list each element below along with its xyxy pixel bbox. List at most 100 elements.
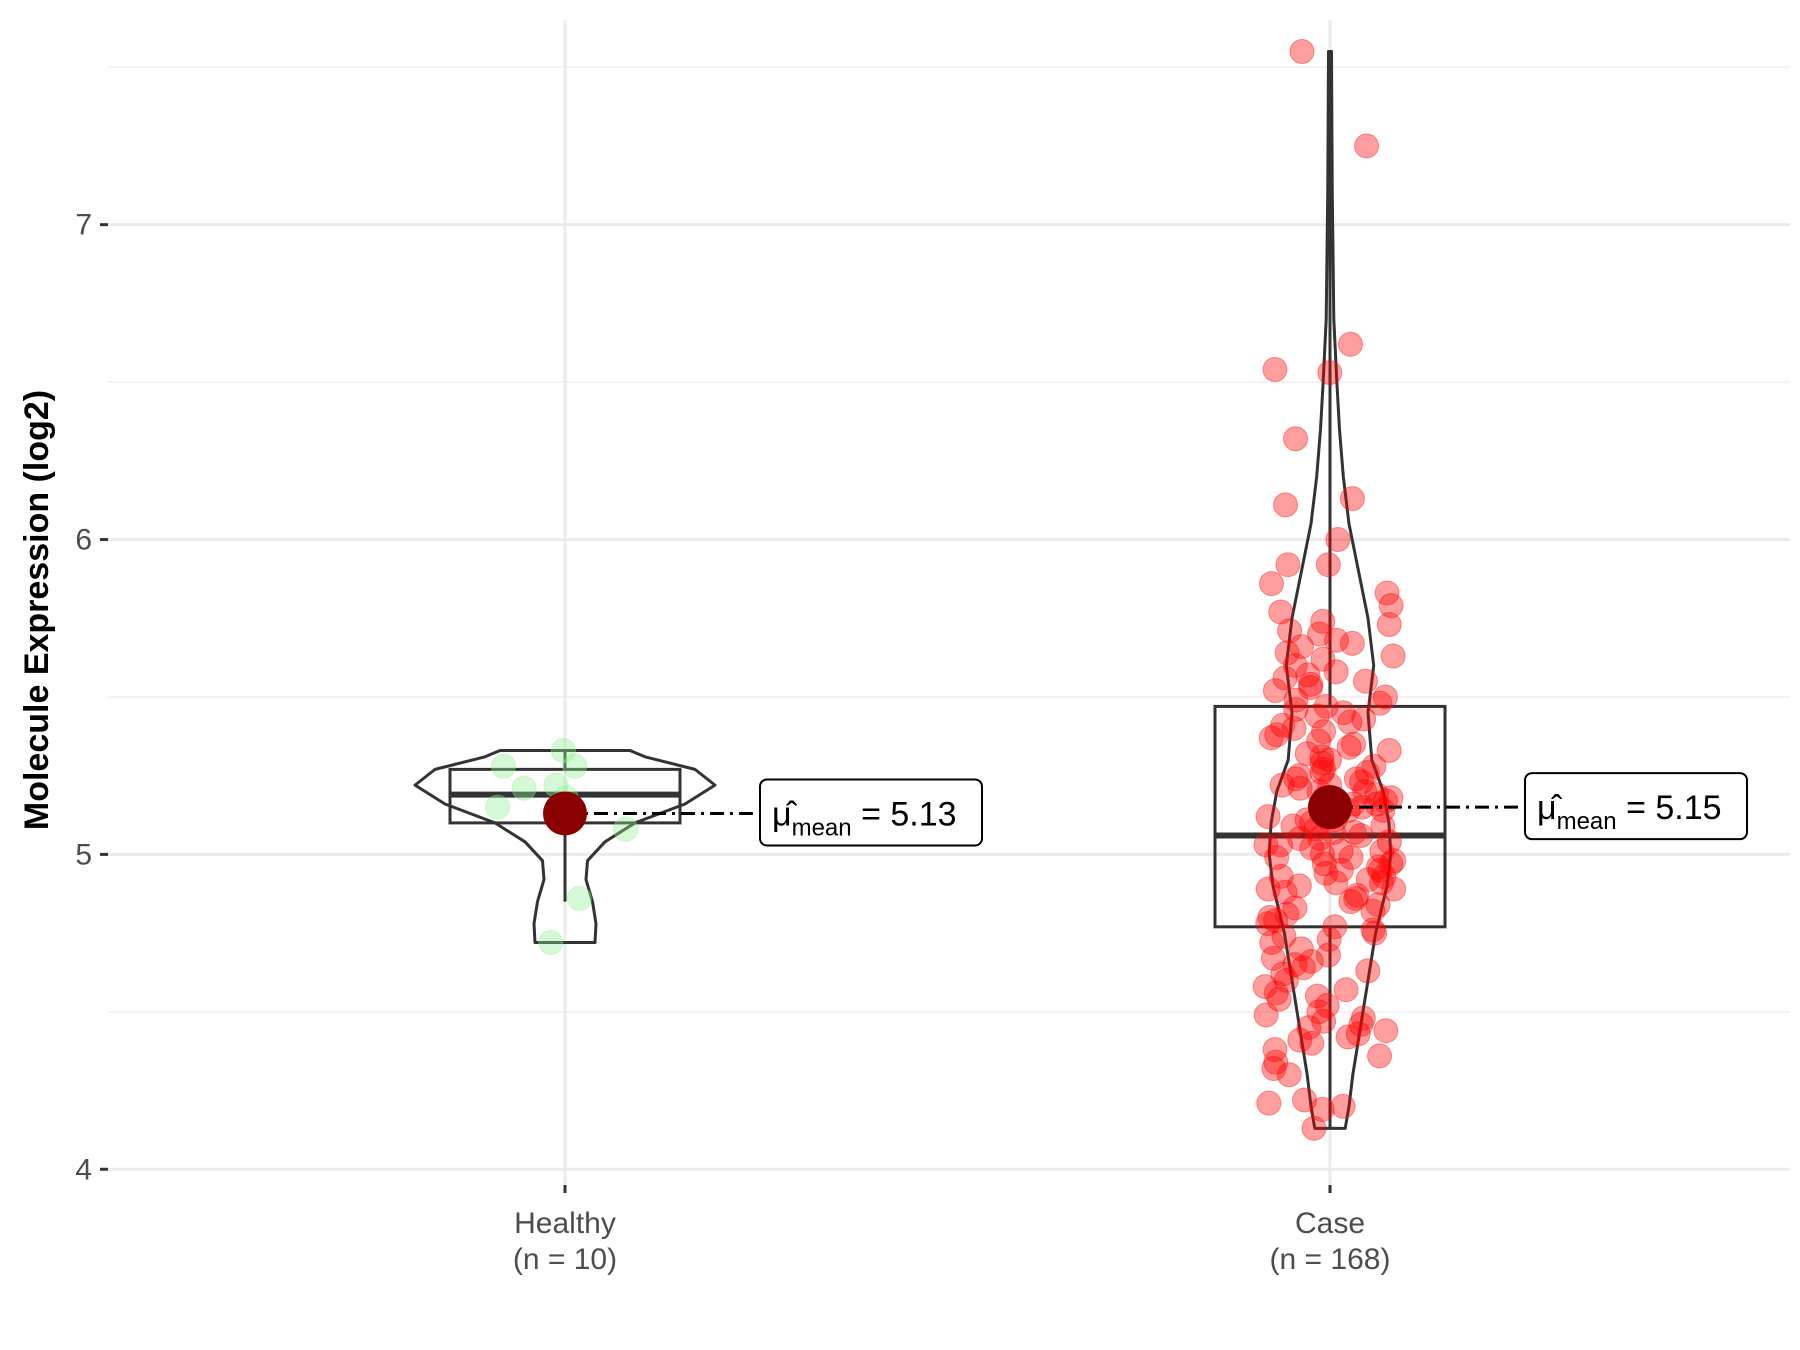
data-point [1294, 741, 1320, 767]
data-point [1381, 848, 1407, 874]
data-point [1337, 709, 1363, 735]
data-point [1264, 722, 1290, 748]
data-point [1311, 756, 1337, 782]
data-point [1311, 851, 1337, 877]
data-point [1367, 1043, 1393, 1069]
data-point [1287, 826, 1313, 852]
data-point [1349, 769, 1375, 795]
data-point [1354, 760, 1380, 786]
data-point [1263, 980, 1289, 1006]
data-point [1376, 612, 1402, 638]
data-point [1306, 999, 1332, 1025]
data-point [1338, 845, 1364, 871]
data-point [1365, 854, 1391, 880]
x-tick-label: Healthy [514, 1207, 616, 1240]
data-point [1381, 876, 1407, 902]
data-point [1372, 684, 1398, 710]
data-point [1370, 813, 1396, 839]
data-point [1264, 845, 1290, 871]
x-tick-sublabel: (n = 10) [513, 1243, 617, 1276]
violins [413, 49, 1393, 1130]
y-tick-label: 7 [75, 209, 92, 242]
data-point [1269, 772, 1295, 798]
data-point [1307, 621, 1333, 647]
data-point [1307, 826, 1333, 852]
data-point [1311, 1008, 1337, 1034]
data-point [1378, 785, 1404, 811]
data-point [1292, 1087, 1318, 1113]
data-point [1373, 1018, 1399, 1044]
data-point [1317, 360, 1343, 386]
data-point [1374, 580, 1400, 606]
data-point [1295, 662, 1321, 688]
data-point [1277, 618, 1303, 644]
data-point [1290, 955, 1316, 981]
data-point [1270, 712, 1296, 738]
data-point [1361, 753, 1387, 779]
data-point [1337, 331, 1363, 357]
mean-markers: μ̂mean = 5.13 μ̂mean = 5.15 [543, 772, 1748, 847]
data-point [1309, 760, 1335, 786]
data-point [1352, 778, 1378, 804]
data-point [1330, 700, 1356, 726]
data-point [1287, 1027, 1313, 1053]
data-point [1316, 747, 1342, 773]
data-point [1304, 703, 1330, 729]
data-point [1283, 697, 1309, 723]
data-point [1355, 867, 1381, 893]
data-point [1341, 731, 1367, 757]
box-case [1213, 704, 1447, 929]
data-point [1335, 1024, 1361, 1050]
data-point [1344, 882, 1370, 908]
data-point [1338, 889, 1364, 915]
data-point [1261, 1056, 1287, 1081]
data-point [1351, 706, 1377, 732]
data-point [1370, 797, 1396, 823]
data-point [1280, 813, 1306, 839]
data-point [1369, 870, 1395, 896]
data-point [1323, 870, 1349, 896]
data-point [1286, 763, 1312, 789]
data-point [1268, 832, 1294, 858]
data-point [550, 737, 576, 763]
data-point [1315, 552, 1341, 578]
data-point [1253, 1002, 1279, 1028]
data-point [1274, 901, 1300, 927]
data-point [1367, 857, 1393, 883]
data-point [1364, 791, 1390, 817]
y-tick-label: 4 [75, 1153, 92, 1186]
violin-healthy [413, 748, 717, 945]
data-point [1350, 1005, 1376, 1031]
data-point [1273, 967, 1299, 993]
data-point [1348, 823, 1374, 848]
data-point [1282, 952, 1308, 978]
data-point [1268, 599, 1294, 625]
data-point [1314, 993, 1340, 1019]
data-point [1257, 904, 1283, 930]
mean-marker [1308, 785, 1352, 830]
data-point [1362, 920, 1388, 946]
data-point [1354, 133, 1380, 159]
data-point [1376, 829, 1402, 855]
data-point [1283, 426, 1309, 452]
data-point [1272, 665, 1298, 691]
data-point [1341, 819, 1367, 845]
data-point [1262, 678, 1288, 704]
data-point [1376, 737, 1402, 763]
data-point [1309, 750, 1335, 776]
data-point [1272, 879, 1298, 905]
data-point [1282, 895, 1308, 921]
data-point [1367, 690, 1393, 716]
data-point [1262, 357, 1288, 382]
data-point [1298, 671, 1324, 697]
data-points [485, 38, 1407, 1141]
data-point [1268, 863, 1294, 889]
mean-marker [543, 791, 587, 836]
data-point [1339, 630, 1365, 656]
mean-label-box [759, 778, 983, 847]
data-point [1301, 1115, 1327, 1141]
data-point [490, 753, 516, 779]
data-point [1283, 687, 1309, 713]
data-point [1274, 640, 1300, 666]
data-point [1286, 873, 1312, 899]
